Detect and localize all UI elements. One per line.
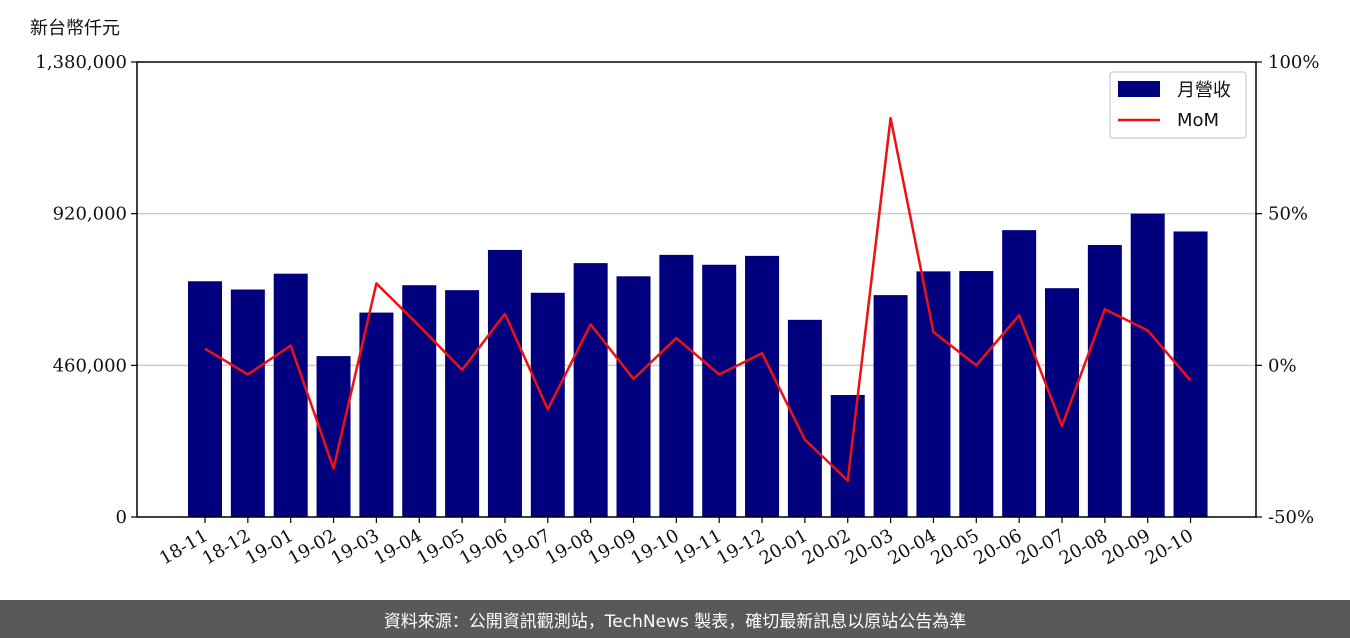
x-tick-label: 19-02	[285, 525, 340, 569]
x-tick-label: 20-01	[756, 525, 811, 569]
x-tick-label: 19-01	[242, 525, 297, 569]
x-tick-label: 18-11	[156, 525, 211, 569]
bar	[1045, 288, 1079, 517]
bar	[959, 271, 994, 517]
x-tick-label: 20-07	[1013, 525, 1068, 569]
bar	[616, 276, 651, 517]
bar	[445, 290, 480, 517]
x-tick-label: 19-05	[413, 525, 468, 569]
bar	[273, 273, 308, 517]
x-tick-label: 19-12	[713, 525, 768, 569]
chart-svg: 0 460,000 920,000 1,380,000 -50% 0% 50% 100% 18-…	[35, 52, 1319, 569]
bar	[659, 254, 694, 517]
y-left-tick-label: 460,000	[53, 355, 127, 376]
bar	[702, 264, 737, 517]
x-tick-label: 19-08	[542, 525, 597, 569]
mom-line	[204, 116, 1192, 482]
y-right-tick-label: 100%	[1268, 52, 1319, 73]
bar	[1130, 213, 1165, 517]
x-tick-label: 18-12	[199, 525, 254, 569]
legend-label-bar: 月營收	[1177, 80, 1231, 101]
x-tick-label: 20-02	[799, 525, 854, 569]
y-left-tick-label: 1,380,000	[35, 52, 127, 73]
plot-frame	[136, 61, 1257, 518]
bar	[830, 395, 865, 517]
y-right-tick-label: 50%	[1268, 204, 1308, 225]
bar	[402, 285, 437, 517]
bar	[573, 263, 608, 517]
x-tick-label: 19-06	[456, 525, 511, 569]
bar	[188, 281, 222, 517]
x-tick-label: 20-05	[927, 525, 982, 569]
bar	[745, 255, 780, 517]
x-tick-label: 20-06	[970, 525, 1025, 569]
bar	[916, 271, 951, 517]
footer-text: 資料來源：公開資訊觀測站，TechNews 製表，確切最新訊息以原站公告為準	[383, 611, 967, 632]
bar	[230, 289, 265, 517]
bar	[873, 295, 908, 517]
source-footer: 資料來源：公開資訊觀測站，TechNews 製表，確切最新訊息以原站公告為準	[0, 600, 1350, 638]
x-tick-label: 20-03	[842, 525, 897, 569]
legend-bar-swatch	[1118, 81, 1160, 97]
legend-label-line: MoM	[1177, 110, 1219, 131]
x-tick-label: 19-03	[327, 525, 382, 569]
bar	[1173, 231, 1208, 517]
bar	[530, 292, 565, 517]
y-axis-unit-label: 新台幣仟元	[30, 18, 120, 39]
x-tick-label: 19-07	[499, 525, 554, 569]
x-tick-label: 19-10	[627, 525, 682, 569]
y-right-tick-label: -50%	[1268, 507, 1314, 528]
bar	[359, 312, 394, 517]
x-tick-label: 20-10	[1142, 525, 1197, 569]
x-tick-label: 20-09	[1099, 525, 1154, 569]
x-tick-label: 19-04	[370, 525, 425, 569]
bar	[487, 249, 522, 517]
y-left-tick-label: 0	[116, 507, 127, 528]
chart-area: 新台幣仟元 0 460,000 920,000 1,380,000 -50% 0% 50% 1…	[30, 18, 1319, 569]
y-right-tick-label: 0%	[1268, 355, 1297, 376]
bar	[1087, 244, 1122, 517]
y-left-tick-label: 920,000	[53, 204, 127, 225]
x-tick-label: 19-11	[670, 525, 725, 569]
x-tick-label: 20-04	[885, 525, 940, 569]
bar	[1002, 230, 1037, 518]
legend: 月營收 MoM	[1109, 71, 1247, 139]
x-tick-label: 20-08	[1056, 525, 1111, 569]
x-tick-label: 19-09	[585, 525, 640, 569]
